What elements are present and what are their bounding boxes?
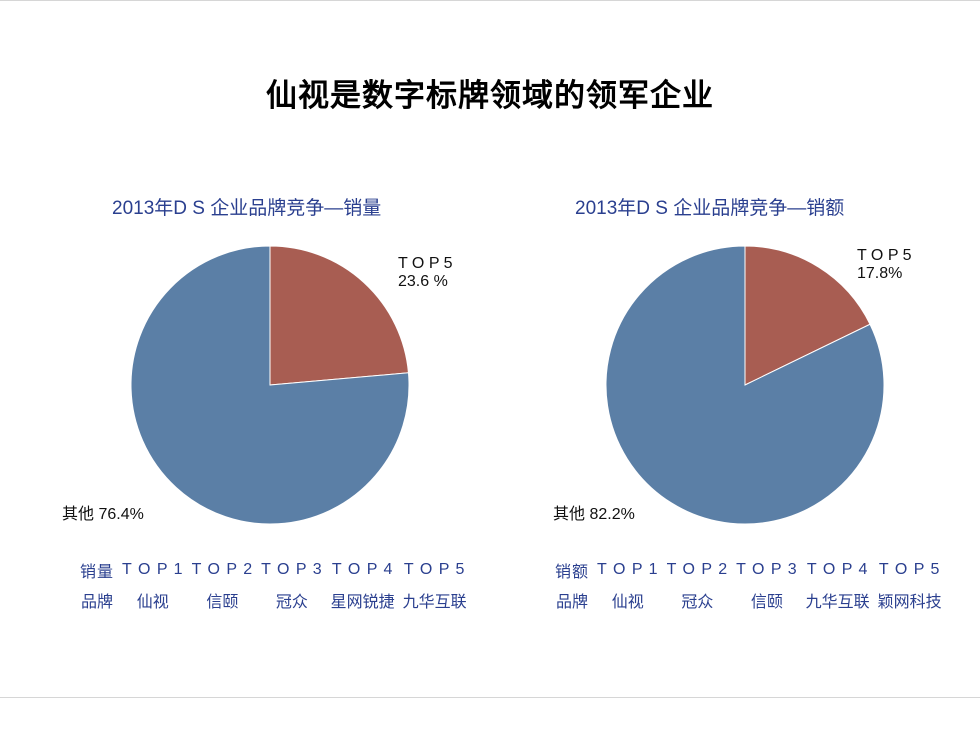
pie-svg <box>130 245 410 525</box>
others-value-label: 76.4% <box>98 506 144 523</box>
top-divider <box>0 0 980 1</box>
table-header-row2: 品牌 <box>81 594 114 611</box>
brand-cell: 星网锐捷 <box>330 594 395 611</box>
table-header-row1: 销量 <box>80 564 115 581</box>
brand-cell: 冠众 <box>275 594 308 611</box>
rank-cell: T O P 2 <box>191 561 254 578</box>
brand-cell: 颖网科技 <box>877 594 942 611</box>
others-label-text: 其他 <box>553 506 586 523</box>
brand-cell: 九华互联 <box>402 594 467 611</box>
brand-cell: 冠众 <box>681 594 714 611</box>
brand-cell: 信颐 <box>206 594 239 611</box>
bottom-divider <box>0 697 980 698</box>
rank-cell: T O P 1 <box>597 561 659 578</box>
chart-title: 2013年D S 企业品牌竞争—销额 <box>575 198 845 219</box>
rank-cell: T O P 2 <box>666 561 729 578</box>
pie-slice-others <box>605 245 885 525</box>
rank-table: 销额 T O P 1 T O P 2 T O P 3 T O P 4 T O P… <box>555 555 950 615</box>
others-slice-label: 其他 76.4% <box>62 500 144 524</box>
others-value-label: 82.2% <box>589 506 635 523</box>
page-title: 仙视是数字标牌领域的领军企业 <box>266 78 714 114</box>
brand-cell: 九华互联 <box>805 594 870 611</box>
others-label-text: 其他 <box>62 506 95 523</box>
top5-value-label: 17.8% <box>857 265 903 282</box>
top5-slice-label: T O P 5 23.6 % <box>398 255 453 291</box>
pie-slice-others <box>130 245 410 525</box>
brand-cell: 信颐 <box>750 594 783 611</box>
pie-chart-sales-amount: 2013年D S 企业品牌竞争—销额 T O P 5 17.8% 其他 82.2… <box>525 185 965 615</box>
chart-title: 2013年D S 企业品牌竞争—销量 <box>112 198 382 219</box>
top5-label-text: T O P 5 <box>398 255 453 272</box>
table-header-row1: 销额 <box>555 564 590 581</box>
rank-cell: T O P 5 <box>403 561 466 578</box>
pie-slice-top5 <box>269 245 410 386</box>
pie-svg <box>605 245 885 525</box>
pie-slice-top5 <box>744 245 871 386</box>
rank-cell: T O P 4 <box>806 561 869 578</box>
top5-label-text: T O P 5 <box>857 247 912 264</box>
pie-chart-sales-volume: 2013年D S 企业品牌竞争—销量 T O P 5 23.6 % 其他 76.… <box>50 185 490 615</box>
rank-cell: T O P 3 <box>261 561 323 578</box>
table-header-row2: 品牌 <box>556 594 589 611</box>
brand-cell: 仙视 <box>136 594 169 611</box>
rank-cell: T O P 4 <box>331 561 394 578</box>
rank-cell: T O P 5 <box>878 561 941 578</box>
rank-cell: T O P 1 <box>122 561 184 578</box>
rank-cell: T O P 3 <box>736 561 798 578</box>
top5-slice-label: T O P 5 17.8% <box>857 247 912 283</box>
others-slice-label: 其他 82.2% <box>553 500 635 524</box>
rank-table: 销量 T O P 1 T O P 2 T O P 3 T O P 4 T O P… <box>80 555 475 615</box>
top5-value-label: 23.6 % <box>398 273 448 290</box>
brand-cell: 仙视 <box>611 594 644 611</box>
